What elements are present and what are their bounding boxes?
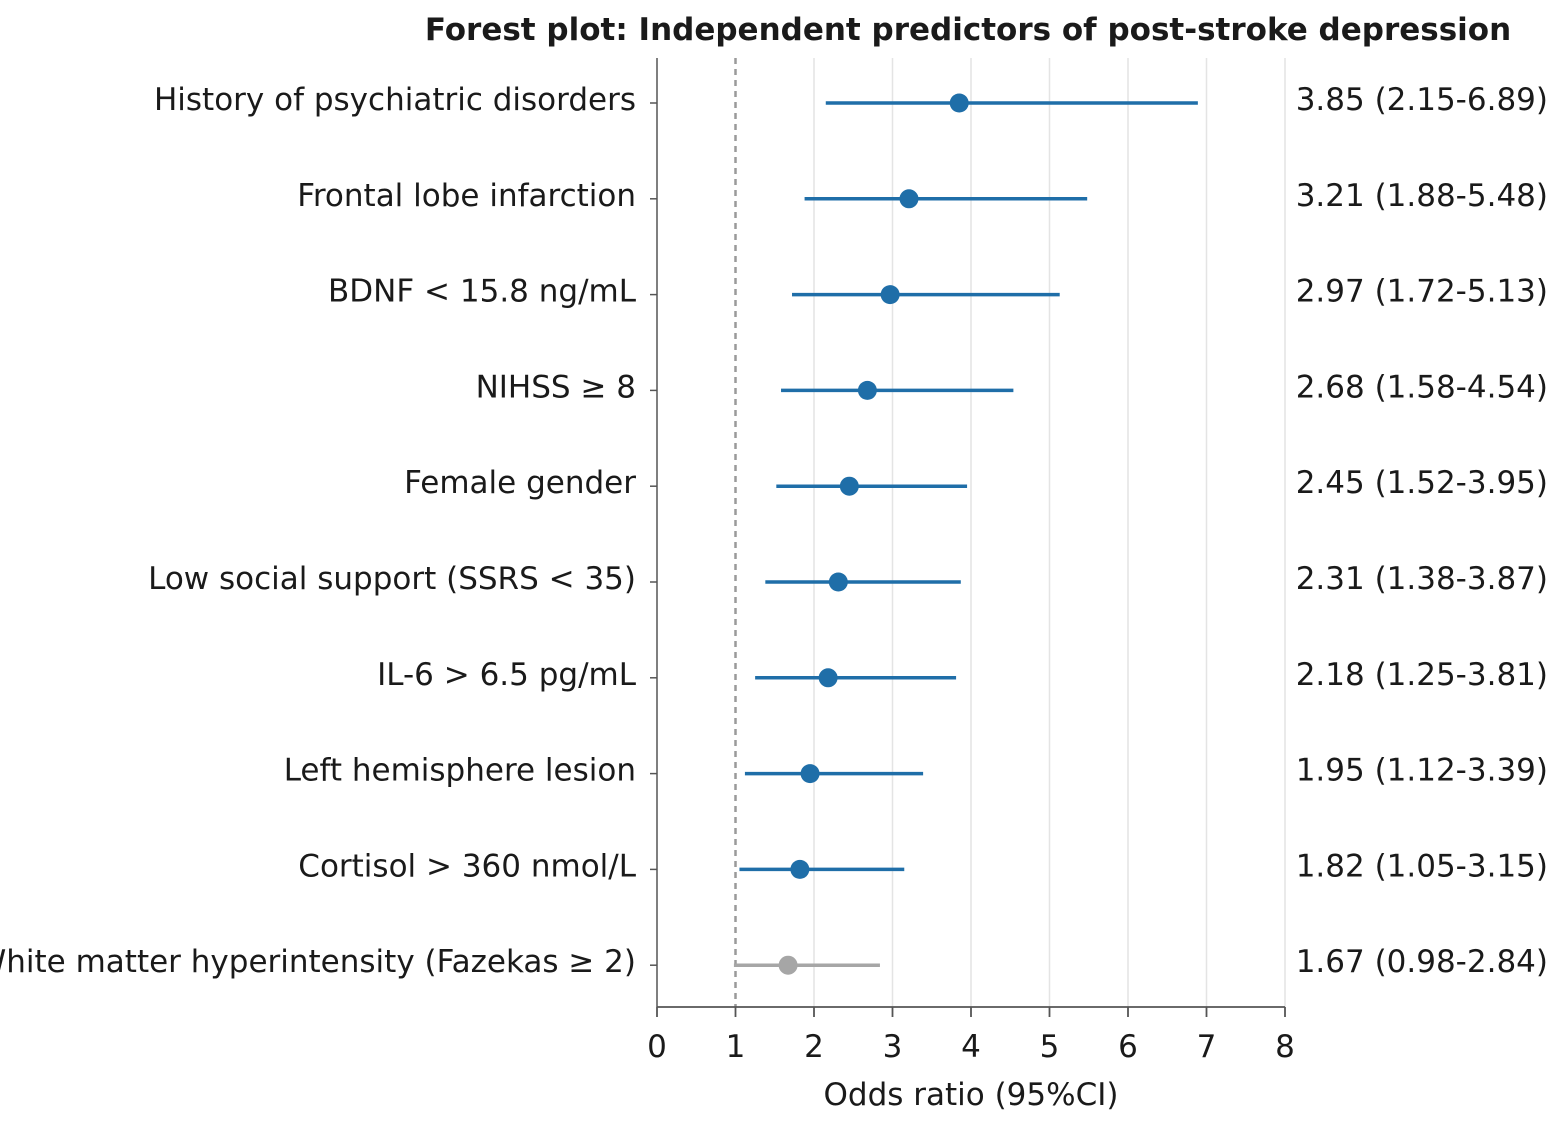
x-tick-label: 8 (1275, 1029, 1295, 1065)
x-tick-label: 1 (726, 1029, 746, 1065)
or-ci-label: 2.18 (1.25-3.81) (1296, 657, 1548, 693)
row-label: Female gender (404, 465, 636, 501)
forest-row: BDNF < 15.8 ng/mL 2.97 (1.72-5.13) (328, 274, 1548, 310)
point-estimate (880, 285, 900, 305)
x-tick-label: 3 (883, 1029, 903, 1065)
x-axis-title: Odds ratio (95%CI) (824, 1077, 1119, 1113)
or-ci-label: 1.82 (1.05-3.15) (1296, 848, 1548, 884)
row-label: BDNF < 15.8 ng/mL (328, 274, 637, 310)
x-axis: 0 1 2 3 4 5 6 7 8 (647, 58, 1295, 1065)
forest-row: Left hemisphere lesion 1.95 (1.12-3.39) (284, 753, 1548, 789)
point-estimate (899, 189, 919, 209)
grid-layer (813, 58, 1286, 1007)
row-label: NIHSS ≥ 8 (476, 369, 636, 405)
point-estimate (828, 572, 848, 592)
or-ci-label: 2.68 (1.58-4.54) (1296, 369, 1548, 405)
point-estimate (818, 668, 838, 688)
row-label: Cortisol > 360 nmol/L (298, 848, 636, 884)
or-ci-label: 1.95 (1.12-3.39) (1296, 753, 1548, 789)
rows-layer: History of psychiatric disorders 3.85 (2.… (0, 82, 1548, 980)
forest-row: Low social support (SSRS < 35) 2.31 (1.38… (148, 561, 1548, 597)
or-ci-label: 3.85 (2.15-6.89) (1296, 82, 1548, 118)
or-ci-label: 3.21 (1.88-5.48) (1296, 178, 1548, 214)
x-tick-label: 2 (804, 1029, 824, 1065)
x-tick-label: 4 (961, 1029, 981, 1065)
row-label: History of psychiatric disorders (154, 82, 636, 118)
x-tick-label: 6 (1118, 1029, 1138, 1065)
point-estimate (949, 93, 969, 113)
chart-title: Forest plot: Independent predictors of p… (425, 12, 1511, 48)
forest-row: Female gender 2.45 (1.52-3.95) (404, 465, 1548, 501)
point-estimate (790, 859, 810, 879)
row-label: IL-6 > 6.5 pg/mL (377, 657, 637, 693)
point-estimate (778, 955, 798, 975)
x-tick-label: 7 (1197, 1029, 1217, 1065)
point-estimate (800, 764, 820, 784)
forest-row: White matter hyperintensity (Fazekas ≥ 2… (0, 944, 1548, 980)
forest-row: NIHSS ≥ 8 2.68 (1.58-4.54) (476, 369, 1548, 405)
forest-row: History of psychiatric disorders 3.85 (2.… (154, 82, 1548, 118)
or-ci-label: 2.97 (1.72-5.13) (1296, 274, 1548, 310)
row-label: Frontal lobe infarction (297, 178, 636, 214)
x-tick-label: 5 (1040, 1029, 1060, 1065)
row-label: Left hemisphere lesion (284, 753, 636, 789)
forest-row: Cortisol > 360 nmol/L 1.82 (1.05-3.15) (298, 848, 1548, 884)
row-label: White matter hyperintensity (Fazekas ≥ 2… (0, 944, 636, 980)
row-label: Low social support (SSRS < 35) (148, 561, 636, 597)
or-ci-label: 1.67 (0.98-2.84) (1296, 944, 1548, 980)
or-ci-label: 2.45 (1.52-3.95) (1296, 465, 1548, 501)
point-estimate (839, 476, 859, 496)
forest-row: IL-6 > 6.5 pg/mL 2.18 (1.25-3.81) (377, 657, 1548, 693)
forest-row: Frontal lobe infarction 3.21 (1.88-5.48) (297, 178, 1548, 214)
or-ci-label: 2.31 (1.38-3.87) (1296, 561, 1548, 597)
x-tick-label: 0 (647, 1029, 667, 1065)
point-estimate (857, 380, 877, 400)
